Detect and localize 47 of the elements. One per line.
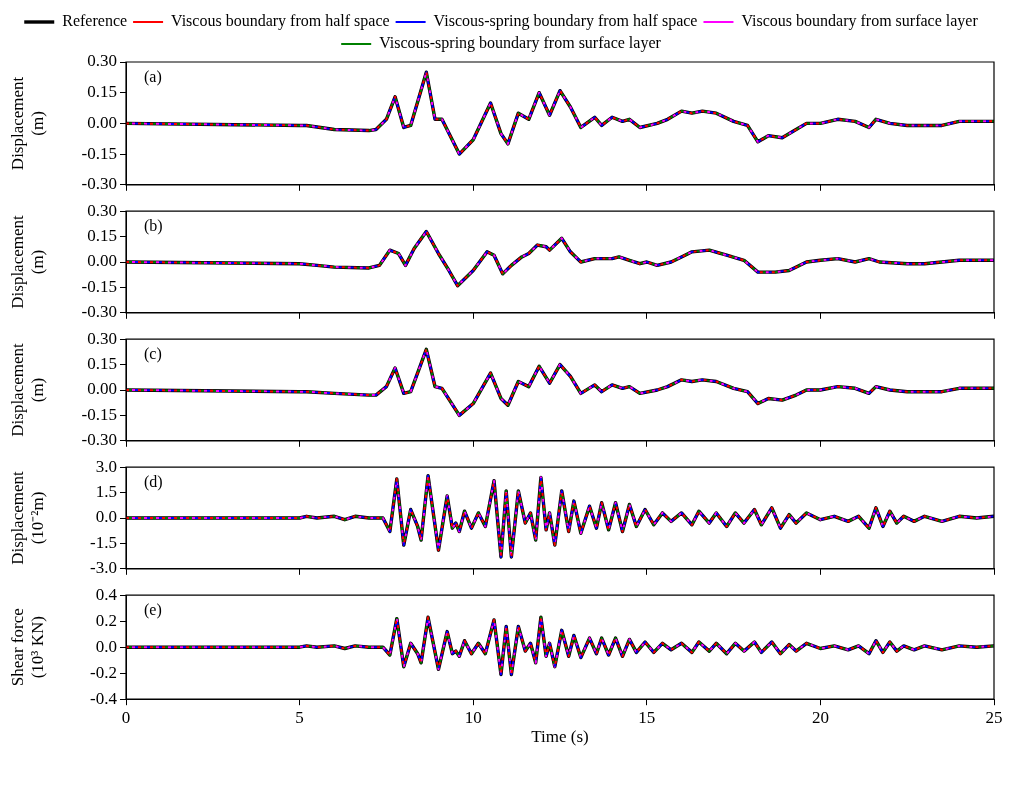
annotation: (a) [144, 68, 162, 87]
y-tick-label: 0.30 [87, 51, 117, 71]
y-tick-label: 0.00 [87, 112, 117, 132]
x-tick-label: 10 [464, 707, 482, 727]
y-tick-label: -0.15 [81, 143, 117, 163]
y-tick-label: -0.30 [81, 174, 117, 194]
y-tick-label: -0.4 [90, 688, 118, 708]
y-axis-title: Displacement (10⁻²m) [7, 470, 48, 565]
legend-label: Viscous-spring boundary from half space [433, 12, 698, 31]
y-tick-label: -3.0 [90, 558, 117, 578]
x-tick-label: 20 [811, 707, 829, 727]
x-tick-label: 15 [638, 707, 656, 727]
y-tick-label: 0.15 [87, 354, 117, 374]
y-axis-title: Displacement (m) [7, 214, 48, 309]
y-axis-title: Displacement (m) [7, 342, 48, 437]
y-tick-label: 0.15 [87, 226, 117, 246]
y-tick-label: -0.30 [81, 302, 117, 322]
y-tick-label: 0.30 [87, 328, 117, 348]
y-tick-label: 0.4 [95, 584, 118, 604]
legend-label: Viscous-spring boundary from surface layer [379, 34, 662, 53]
legend-label: Viscous boundary from half space [171, 12, 390, 31]
y-tick-label: 0.2 [95, 610, 117, 630]
y-tick-label: -0.2 [90, 662, 117, 682]
x-tick-label: 5 [295, 707, 304, 727]
annotation: (b) [144, 217, 163, 236]
x-tick-label: 0 [121, 707, 131, 727]
x-axis-title: Time (s) [531, 727, 589, 747]
y-tick-label: 3.0 [95, 456, 117, 476]
annotation: (d) [144, 473, 163, 492]
y-axis-title: Displacement (m) [7, 76, 48, 171]
y-tick-label: 0.0 [95, 507, 117, 527]
annotation: (c) [144, 345, 162, 364]
y-tick-label: 1.5 [95, 482, 117, 502]
y-tick-label: -0.15 [81, 276, 117, 296]
annotation: (e) [144, 601, 162, 620]
x-tick-label: 25 [985, 707, 1003, 727]
y-tick-label: -1.5 [90, 532, 117, 552]
legend-label: Reference [62, 12, 128, 30]
y-tick-label: 0.00 [87, 251, 117, 271]
y-tick-label: 0.0 [95, 636, 117, 656]
y-axis-title: Shear force (10³ KN) [7, 608, 48, 687]
y-tick-label: 0.15 [87, 82, 117, 102]
y-tick-label: -0.30 [81, 430, 117, 450]
y-tick-label: 0.00 [87, 379, 117, 399]
legend-label: Viscous boundary from surface layer [741, 12, 979, 31]
y-tick-label: 0.30 [87, 200, 117, 220]
y-tick-label: -0.15 [81, 404, 117, 424]
